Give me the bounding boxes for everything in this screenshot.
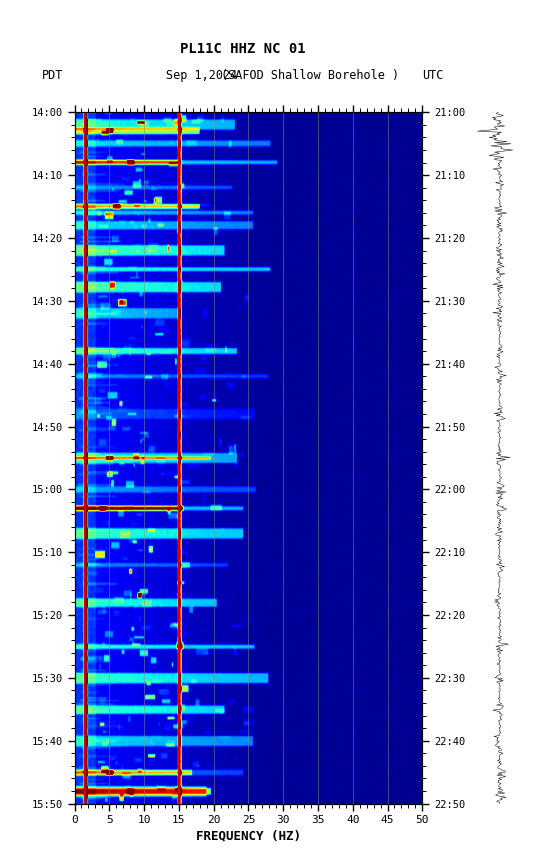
Text: Sep 1,2024: Sep 1,2024 — [166, 69, 237, 82]
Text: (SAFOD Shallow Borehole ): (SAFOD Shallow Borehole ) — [221, 69, 399, 82]
X-axis label: FREQUENCY (HZ): FREQUENCY (HZ) — [196, 829, 301, 842]
Text: PL11C HHZ NC 01: PL11C HHZ NC 01 — [180, 42, 306, 56]
Text: UTC: UTC — [422, 69, 444, 82]
Text: PDT: PDT — [41, 69, 63, 82]
